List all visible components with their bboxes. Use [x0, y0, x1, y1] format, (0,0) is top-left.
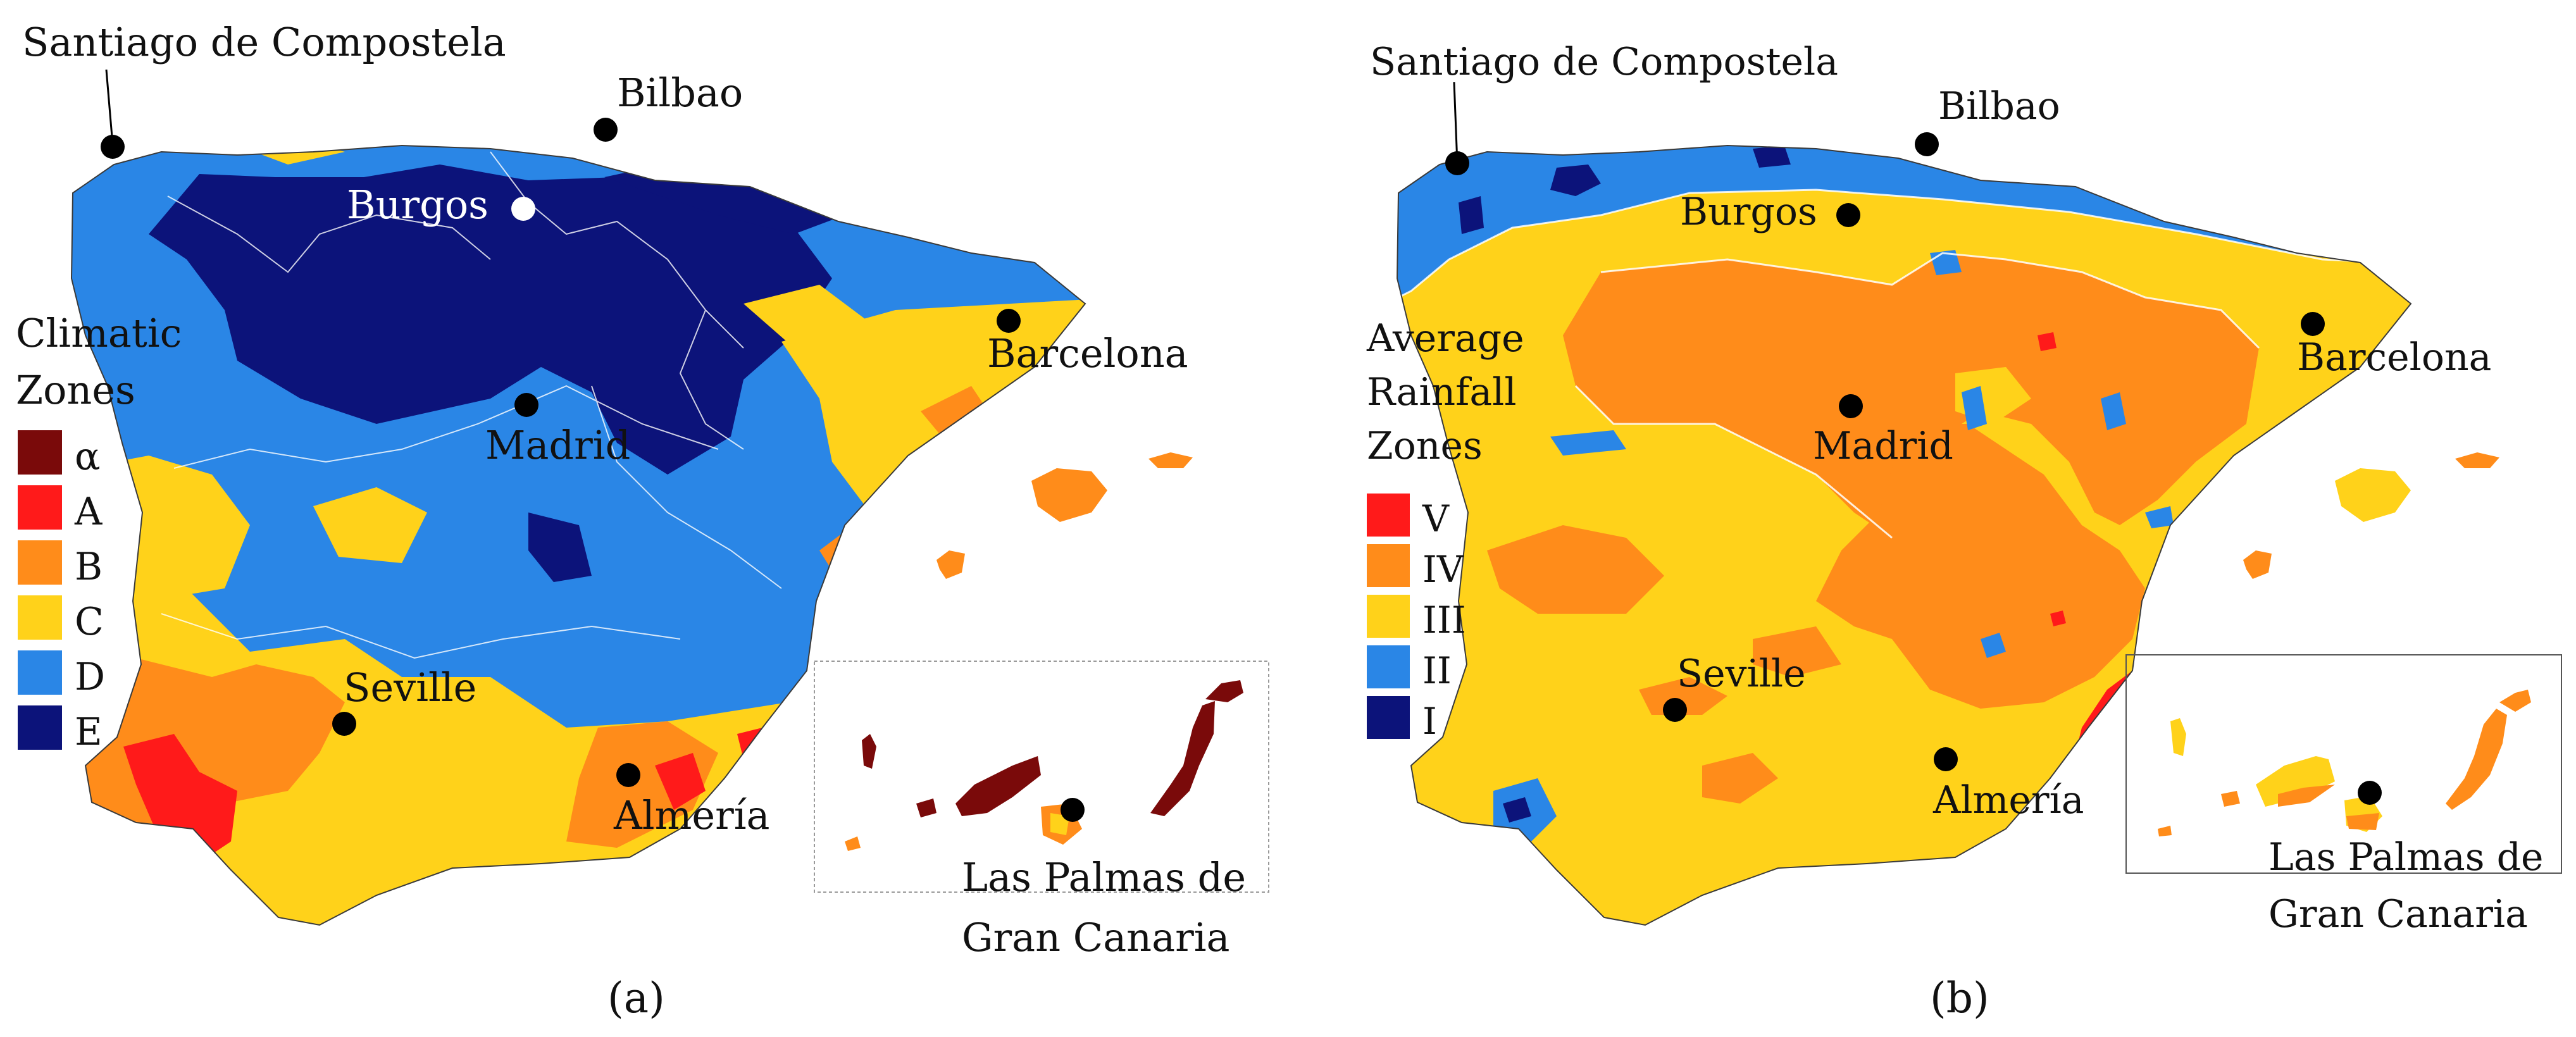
legend-b-swatch-1	[1367, 544, 1410, 587]
city-label-laspalmas-a-1: Las Palmas de	[962, 854, 1246, 900]
city-label-laspalmas-a-2: Gran Canaria	[962, 914, 1230, 960]
city-dot-seville-a	[332, 712, 356, 736]
city-label-madrid-a: Madrid	[485, 422, 630, 468]
caption-a: (a)	[607, 974, 665, 1022]
legend-a-label-4: D	[75, 655, 105, 699]
city-dot-madrid-a	[514, 393, 538, 417]
city-dot-seville-b	[1663, 698, 1687, 722]
city-label-almeria-a: Almería	[613, 792, 770, 838]
canary-islands-b	[2158, 690, 2531, 836]
legend-a-swatch-3	[18, 595, 62, 640]
city-label-santiago-a: Santiago de Compostela	[22, 19, 506, 65]
legend-b-swatch-3	[1367, 645, 1410, 688]
city-label-laspalmas-b-1: Las Palmas de	[2268, 835, 2544, 879]
legend-a-label-0: α	[75, 435, 101, 479]
legend-a-title-2: Zones	[16, 367, 135, 413]
legend-a-label-5: E	[75, 710, 103, 754]
city-label-almeria-b: Almería	[1932, 778, 2084, 823]
cities-a: Santiago de Compostela Bilbao Burgos Bar…	[22, 19, 1246, 960]
city-label-barcelona-a: Barcelona	[987, 330, 1188, 376]
city-label-laspalmas-b-2: Gran Canaria	[2268, 892, 2528, 936]
city-dot-almeria-a	[616, 763, 640, 787]
legend-b-title-2: Rainfall	[1367, 370, 1517, 414]
legend-b-swatch-0	[1367, 494, 1410, 537]
city-dot-laspalmas-a	[1061, 798, 1085, 822]
balearic-ibiza-a	[936, 550, 965, 579]
city-dot-bilbao-a	[594, 118, 618, 142]
city-label-seville-b: Seville	[1677, 652, 1806, 696]
balearic-ibiza-b	[2243, 550, 2272, 579]
city-dot-madrid-b	[1839, 394, 1863, 418]
legend-b-label-4: I	[1422, 700, 1437, 743]
city-label-burgos-a: Burgos	[347, 182, 488, 228]
legend-b-label-3: II	[1422, 649, 1452, 692]
canary-inset-frame-a	[814, 661, 1269, 893]
legend-a-label-1: A	[74, 490, 103, 534]
city-dot-bilbao-b	[1915, 132, 1939, 156]
city-dot-burgos-a	[511, 197, 535, 221]
legend-a-label-3: C	[75, 600, 104, 644]
cities-b: Santiago de Compostela Bilbao Burgos Bar…	[1370, 40, 2544, 936]
caption-b: (b)	[1930, 974, 1989, 1022]
balearic-mallorca-a	[1031, 468, 1107, 522]
canary-inset-frame-b	[2125, 654, 2562, 874]
legend-b-label-2: III	[1422, 599, 1466, 642]
city-label-madrid-b: Madrid	[1813, 424, 1953, 468]
city-label-seville-a: Seville	[344, 664, 476, 711]
city-label-burgos-b: Burgos	[1680, 190, 1817, 234]
legend-a-swatch-1	[18, 485, 62, 530]
legend-b-swatch-2	[1367, 595, 1410, 638]
city-dot-santiago-b	[1445, 151, 1469, 175]
city-dot-burgos-b	[1836, 203, 1860, 227]
balearic-menorca-a	[1148, 452, 1193, 468]
legend-b-label-0: V	[1422, 497, 1450, 540]
city-dot-almeria-b	[1934, 747, 1958, 771]
legend-a-swatch-2	[18, 540, 62, 585]
legend-b-title-1: Average	[1366, 316, 1524, 361]
city-dot-santiago-a	[101, 135, 125, 159]
zone-boundaries	[1397, 189, 2411, 539]
city-label-barcelona-b: Barcelona	[2297, 335, 2491, 380]
region-boundaries	[161, 151, 782, 659]
legend-b-swatch-4	[1367, 696, 1410, 739]
legend-a-title-1: Climatic	[16, 310, 182, 356]
city-dot-barcelona-a	[997, 309, 1021, 333]
legend-a-label-2: B	[75, 545, 103, 589]
climatic-zone-regions	[72, 146, 1085, 925]
city-label-bilbao-b: Bilbao	[1938, 84, 2060, 128]
city-dot-barcelona-b	[2301, 312, 2325, 336]
city-dot-laspalmas-b	[2358, 781, 2382, 805]
balearic-mallorca-b	[2335, 468, 2411, 522]
city-label-bilbao-a: Bilbao	[617, 70, 743, 116]
city-label-santiago-b: Santiago de Compostela	[1370, 40, 1838, 84]
legend-b-title-3: Zones	[1367, 424, 1483, 468]
balearic-menorca-b	[2455, 452, 2499, 468]
legend-a-swatch-5	[18, 705, 62, 750]
legend-a-swatch-4	[18, 650, 62, 695]
legend-a-swatch-0	[18, 430, 62, 475]
canary-islands-a	[845, 680, 1243, 851]
legend-b-label-1: IV	[1422, 548, 1464, 591]
